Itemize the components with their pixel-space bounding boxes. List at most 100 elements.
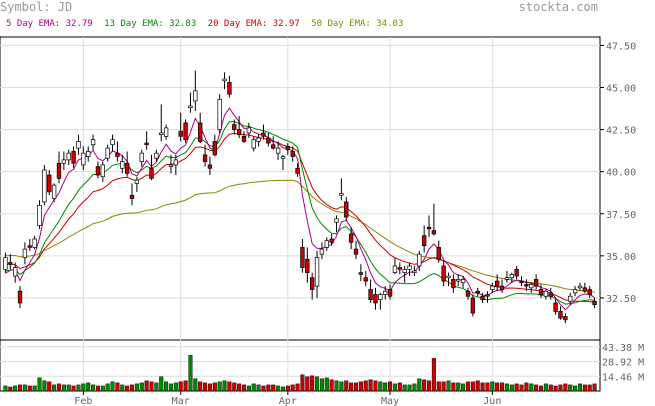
- volume-bar: [193, 378, 198, 392]
- volume-bar: [504, 383, 509, 392]
- price-tick-label: 45.00: [606, 84, 636, 95]
- volume-bar: [529, 383, 534, 392]
- volume-bar: [436, 381, 441, 392]
- legend-ema13: 13 Day EMA: 32.83: [104, 19, 197, 29]
- candle-body: [407, 265, 412, 270]
- volume-bar: [105, 383, 110, 392]
- price-tick-label: 37.50: [606, 210, 636, 221]
- volume-tick-label: 14.46 M: [602, 372, 644, 383]
- volume-bar: [426, 380, 432, 392]
- candle-body: [261, 132, 266, 137]
- candle-body: [446, 275, 451, 279]
- candle-body: [587, 289, 592, 295]
- candle-body: [236, 129, 242, 135]
- volume-bar: [412, 383, 417, 392]
- volume-bar: [37, 377, 42, 392]
- candle-body: [198, 122, 203, 142]
- volume-bar: [329, 379, 334, 392]
- candle-body: [110, 139, 115, 146]
- volume-bar: [237, 383, 242, 392]
- price-tick-label: 47.50: [606, 41, 636, 52]
- candle-body: [543, 290, 549, 297]
- volume-bar: [168, 383, 174, 392]
- volume-bar: [465, 381, 471, 392]
- volume-bar: [470, 381, 475, 392]
- candle-body: [275, 147, 281, 154]
- volume-bar: [573, 385, 578, 392]
- candle-body: [95, 166, 101, 176]
- candle-body: [339, 193, 344, 196]
- candle-body: [256, 137, 261, 142]
- candle-body: [154, 152, 159, 159]
- candle-body: [271, 144, 276, 149]
- candle-body: [533, 279, 539, 287]
- volume-bar: [431, 358, 436, 392]
- volume-bar: [266, 384, 271, 392]
- volume-bar: [144, 380, 149, 392]
- candlesticks: [3, 70, 597, 324]
- volume-bar: [115, 382, 120, 392]
- volume-bar: [22, 384, 27, 392]
- volume-bar: [373, 380, 378, 392]
- candle-body: [37, 204, 42, 226]
- volume-bar: [227, 381, 232, 392]
- candle-body: [344, 201, 349, 218]
- volume-bar: [295, 383, 300, 392]
- candle-body: [17, 290, 23, 304]
- candle-body: [421, 235, 427, 247]
- candle-body: [592, 300, 597, 305]
- volume-bar: [334, 380, 339, 392]
- candle-body: [480, 295, 485, 300]
- candle-body: [553, 302, 558, 312]
- candle-body: [193, 90, 198, 102]
- candle-body: [577, 285, 583, 289]
- candle-body: [115, 152, 120, 157]
- volume-bar: [61, 384, 66, 392]
- volume-bar: [383, 382, 388, 392]
- volume-bar: [212, 382, 217, 392]
- volume-bar: [353, 382, 359, 392]
- ema5-line: [5, 107, 595, 311]
- price-panel: [0, 36, 601, 341]
- volume-tick-label: 28.92 M: [602, 358, 644, 369]
- volume-bar: [251, 383, 256, 392]
- volume-bar: [203, 382, 208, 392]
- candle-body: [504, 277, 510, 280]
- volume-bar: [95, 385, 100, 392]
- candle-body: [12, 267, 18, 277]
- candle-body: [524, 284, 529, 287]
- volume-bar: [417, 378, 422, 392]
- month-label: Feb: [74, 396, 92, 406]
- volume-bar: [280, 386, 285, 392]
- volume-bar: [339, 381, 344, 392]
- candle-body: [417, 253, 422, 267]
- candle-body: [124, 162, 130, 174]
- volume-bar: [548, 384, 553, 392]
- volume-bar: [271, 384, 276, 392]
- candle-body: [426, 226, 432, 230]
- volume-bar: [495, 382, 500, 392]
- volume-bar: [422, 379, 427, 392]
- volume-bar: [441, 381, 446, 392]
- candle-body: [314, 257, 320, 287]
- volume-bar: [222, 380, 227, 392]
- candle-body: [207, 164, 213, 169]
- volume-bar: [349, 382, 354, 392]
- candle-body: [334, 218, 339, 223]
- candle-body: [402, 268, 407, 274]
- volume-bars: [3, 355, 597, 392]
- candle-body: [348, 233, 354, 243]
- candle-body: [120, 161, 125, 169]
- candle-body: [139, 152, 144, 162]
- candle-body: [266, 137, 271, 144]
- candle-body: [460, 279, 466, 284]
- candle-body: [159, 132, 164, 135]
- candle-body: [217, 98, 222, 130]
- volume-bar: [188, 355, 193, 392]
- volume-bar: [344, 380, 349, 392]
- candle-body: [319, 248, 325, 255]
- legend-ema5: 5 Day EMA: 32.79: [6, 19, 93, 29]
- volume-bar: [315, 376, 320, 392]
- candle-body: [368, 289, 373, 300]
- candle-body: [436, 247, 441, 260]
